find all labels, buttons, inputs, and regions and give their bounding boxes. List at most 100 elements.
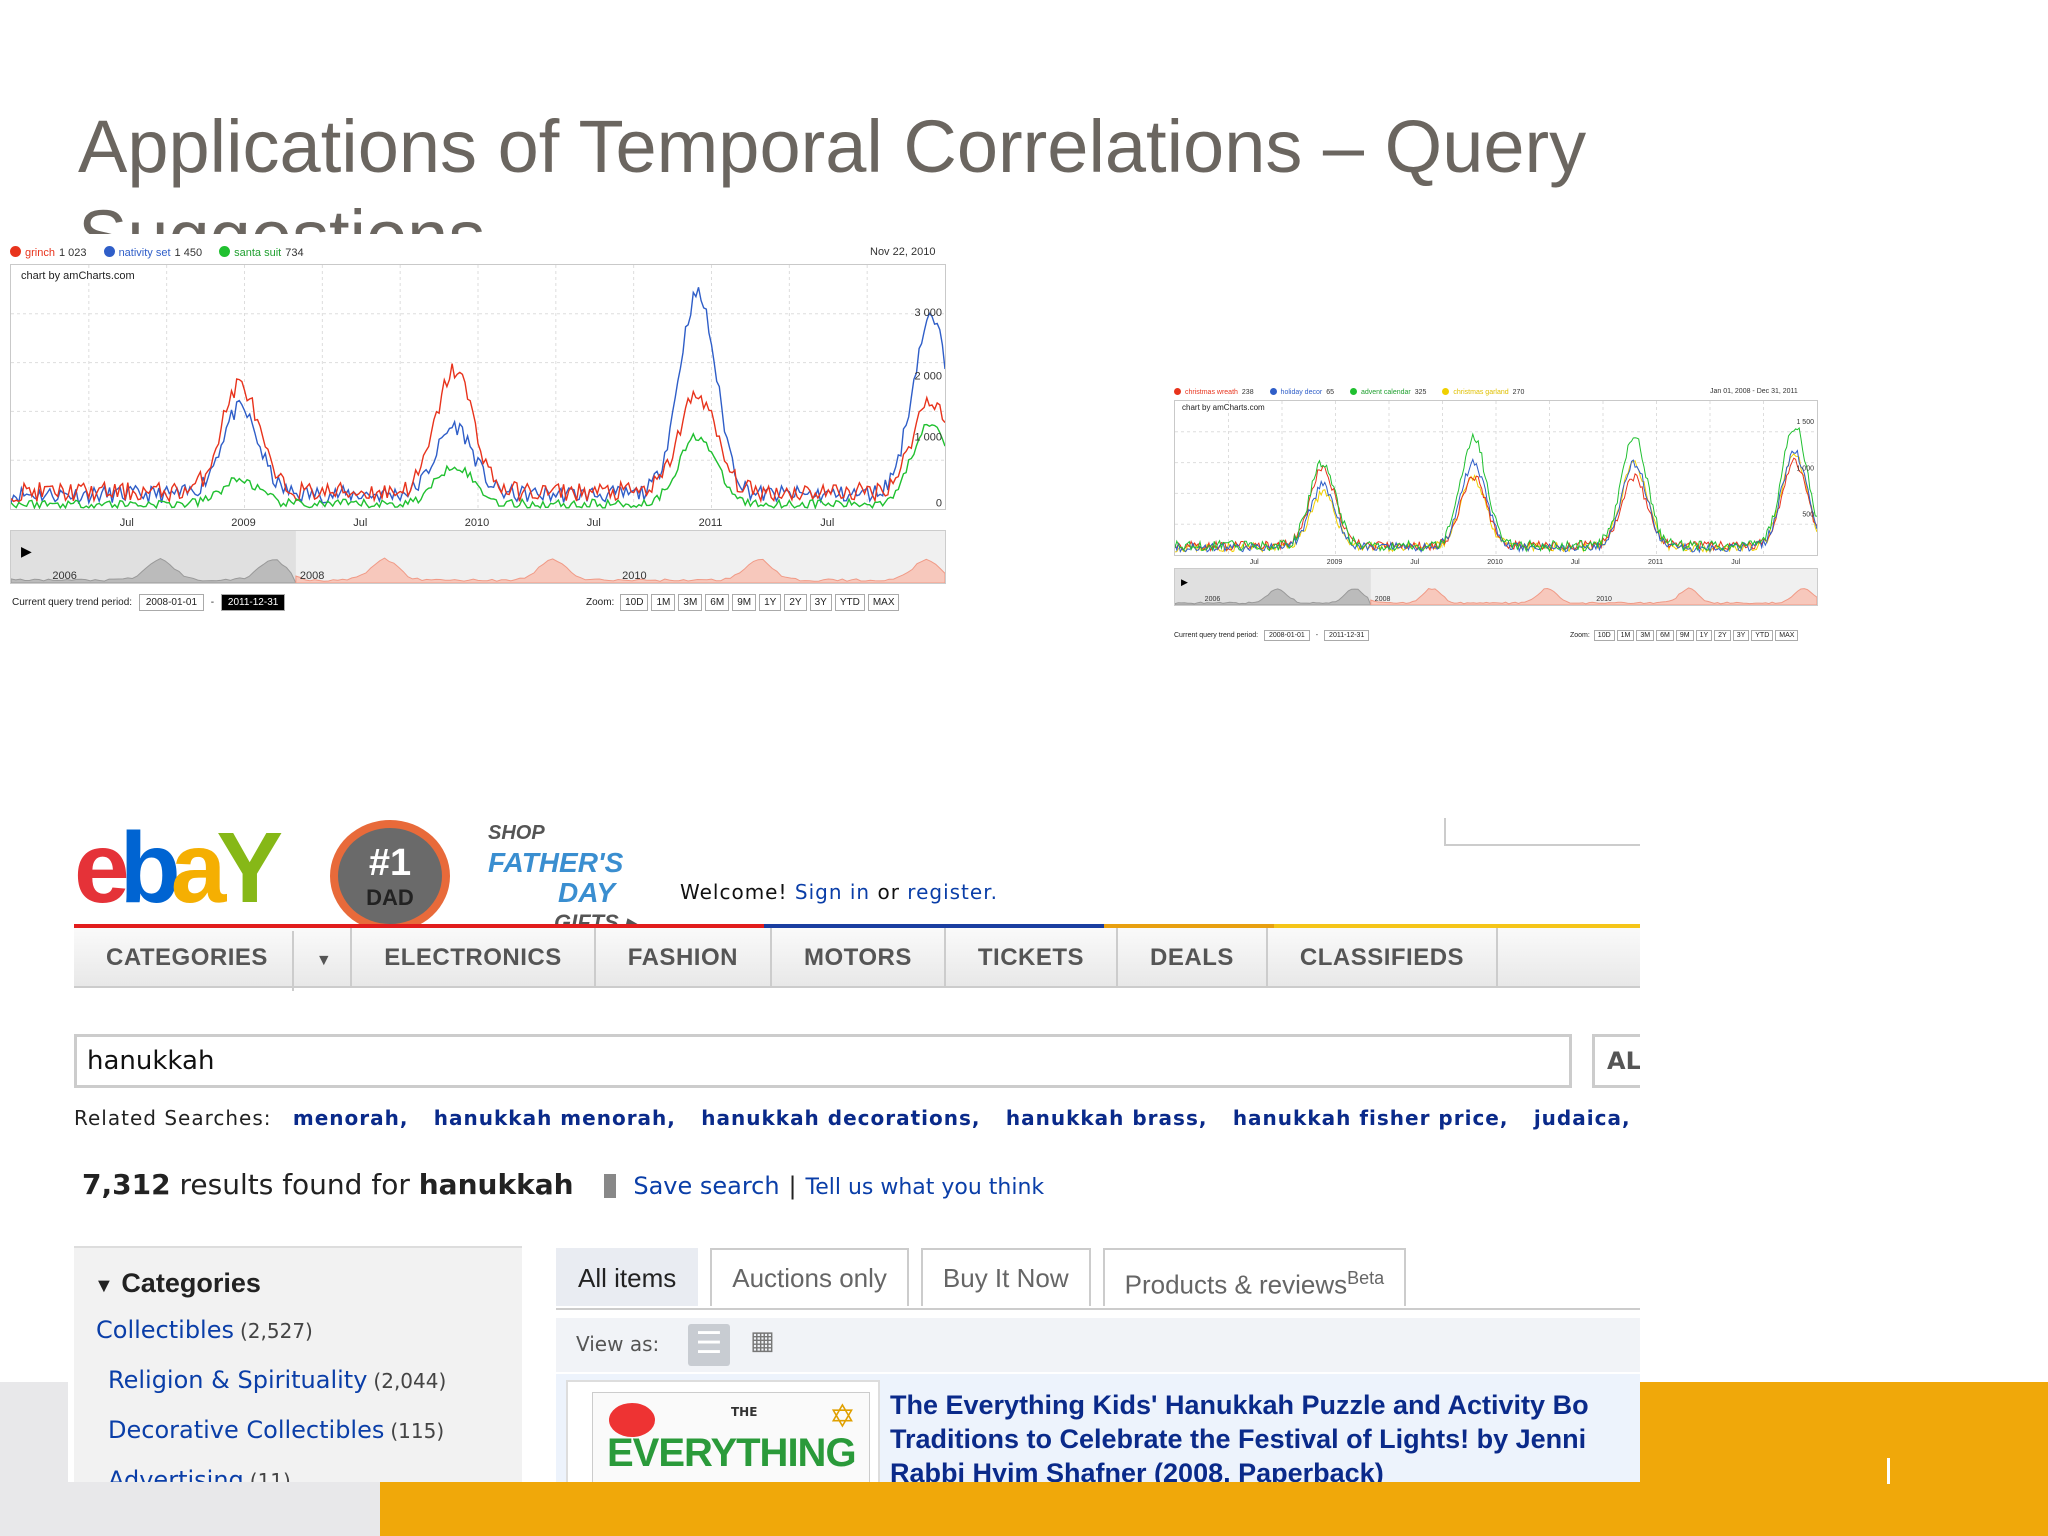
category-decorative[interactable]: Decorative Collectibles (115) — [108, 1416, 444, 1444]
legend-item-nativity-set[interactable]: nativity set 1 450 — [103, 246, 217, 259]
nav-label: CATEGORIES — [106, 944, 268, 971]
result-tabs: All items Auctions only Buy It Now Produ… — [556, 1248, 1640, 1310]
related-link[interactable]: hanukkah fisher price, — [1232, 1106, 1509, 1130]
legend-item-grinch[interactable]: grinch 1 023 — [10, 246, 101, 259]
sign-in-link[interactable]: Sign in — [794, 880, 871, 904]
footer-divider — [1887, 1458, 1890, 1484]
tab-auctions-only[interactable]: Auctions only — [710, 1248, 909, 1306]
play-icon[interactable]: ▶ — [1181, 577, 1188, 587]
chart-plot-area[interactable]: 1 500 1 000 500 chart by amCharts.com — [1174, 400, 1818, 556]
end-date-input[interactable]: 2011-12-31 — [1324, 630, 1370, 641]
zoom-button-6m[interactable]: 6M — [705, 594, 730, 611]
item-title-link[interactable]: The Everything Kids' Hanukkah Puzzle and… — [890, 1388, 1640, 1482]
legend-item-holiday-decor[interactable]: holiday decor 65 — [1269, 388, 1348, 396]
nav-fashion[interactable]: FASHION — [596, 928, 772, 988]
ebay-logo[interactable]: ebaY — [74, 818, 283, 918]
logo-letter-a: a — [170, 818, 227, 924]
chart-x-axis: Jul 2009 Jul 2010 Jul 2011 Jul — [1250, 559, 1741, 566]
results-summary: 7,312 results found for hanukkah Save se… — [82, 1168, 1044, 1201]
categories-heading[interactable]: ▼ Categories — [94, 1268, 261, 1299]
zoom-button-1m[interactable]: 1M — [651, 594, 676, 611]
nav-categories[interactable]: CATEGORIES ▼ — [74, 928, 353, 991]
category-collectibles[interactable]: Collectibles (2,527) — [96, 1316, 313, 1344]
nav-tickets[interactable]: TICKETS — [946, 928, 1119, 988]
nav-classifieds[interactable]: CLASSIFIEDS — [1268, 928, 1499, 988]
item-thumbnail[interactable]: THE ✡ EVERYTHING — [566, 1380, 880, 1482]
category-advertising[interactable]: Advertising (11) — [108, 1466, 291, 1482]
book-cover: THE ✡ EVERYTHING — [592, 1392, 870, 1482]
period-label: Current query trend period: — [12, 597, 133, 608]
list-view-icon[interactable]: ☰ — [688, 1324, 730, 1366]
legend-item-santa-suit[interactable]: santa suit 734 — [219, 246, 317, 259]
related-link[interactable]: hanukkah menorah, — [433, 1106, 676, 1130]
save-search-link[interactable]: Save search — [633, 1172, 780, 1200]
zoom-button-ytd[interactable]: YTD — [834, 594, 865, 611]
zoom-button-10d[interactable]: 10D — [620, 594, 649, 611]
chart-plot-area[interactable]: 3 000 2 000 1 000 0 chart by amCharts.com — [10, 264, 946, 510]
chart-plot-svg: 1 500 1 000 500 — [1175, 401, 1817, 555]
legend-item-christmas-wreath[interactable]: christmas wreath 238 — [1174, 388, 1268, 396]
zoom-button-max[interactable]: MAX — [1775, 630, 1799, 641]
view-as-bar: View as: ☰ ▦ — [556, 1318, 1640, 1372]
category-count: (11) — [249, 1469, 291, 1482]
zoom-button-1y[interactable]: 1Y — [759, 594, 782, 611]
fathers-day-promo[interactable]: SHOP FATHER'S DAY GIFTS ▸ — [488, 818, 636, 938]
related-link[interactable]: hanukkah decorations, — [701, 1106, 981, 1130]
zoom-button-max[interactable]: MAX — [867, 594, 900, 611]
navigator-area-past — [11, 558, 297, 583]
zoom-button-6m[interactable]: 6M — [1656, 630, 1674, 641]
zoom-button-2y[interactable]: 2Y — [784, 594, 807, 611]
welcome-or: or — [877, 880, 900, 904]
zoom-button-3m[interactable]: 3M — [678, 594, 703, 611]
zoom-button-1m[interactable]: 1M — [1616, 630, 1635, 641]
register-link[interactable]: register. — [907, 880, 998, 904]
legend-item-advent-calendar[interactable]: advent calendar 325 — [1349, 388, 1441, 396]
zoom-button-ytd[interactable]: YTD — [1751, 630, 1774, 641]
start-date-input[interactable]: 2008-01-01 — [138, 594, 205, 611]
cover-badge — [609, 1403, 655, 1437]
zoom-button-10d[interactable]: 10D — [1593, 630, 1615, 641]
legend-value: 325 — [1414, 389, 1427, 396]
x-tick-label: 2010 — [465, 517, 489, 529]
period-label: Current query trend period: — [1174, 632, 1259, 639]
nav-deals[interactable]: DEALS — [1118, 928, 1268, 988]
end-date-input[interactable]: 2011-12-31 — [220, 594, 286, 611]
tab-buy-it-now[interactable]: Buy It Now — [920, 1248, 1091, 1306]
legend-item-christmas-garland[interactable]: christmas garland 270 — [1442, 388, 1538, 396]
logo-letter-e: e — [74, 818, 130, 924]
zoom-button-9m[interactable]: 9M — [1675, 630, 1694, 641]
series-line — [1175, 449, 1817, 554]
zoom-button-3y[interactable]: 3Y — [1732, 630, 1750, 641]
tab-products-reviews[interactable]: Products & reviewsBeta — [1102, 1248, 1407, 1306]
result-item[interactable]: THE ✡ EVERYTHING The Everything Kids' Ha… — [556, 1374, 1640, 1482]
collapse-triangle-icon[interactable]: ▼ — [94, 1275, 114, 1297]
tab-all-items[interactable]: All items — [556, 1248, 699, 1306]
nav-motors[interactable]: MOTORS — [772, 928, 946, 988]
series-line — [11, 287, 945, 506]
chevron-down-icon[interactable]: ▼ — [291, 931, 332, 991]
search-input[interactable]: hanukkah — [74, 1034, 1572, 1088]
zoom-button-3y[interactable]: 3Y — [809, 594, 832, 611]
welcome-message: Welcome! Sign in or register. — [680, 880, 998, 904]
fathers-day-badge[interactable]: #1 DAD — [330, 820, 450, 932]
navigator-svg: 2006 2008 2010 — [11, 531, 945, 583]
related-link[interactable]: menorah, — [292, 1106, 409, 1130]
x-tick-label: 2011 — [1648, 559, 1663, 566]
bookmark-icon[interactable] — [604, 1174, 617, 1198]
play-icon[interactable]: ▶ — [21, 543, 32, 559]
category-religion[interactable]: Religion & Spirituality (2,044) — [108, 1366, 446, 1394]
start-date-input[interactable]: 2008-01-01 — [1264, 630, 1310, 641]
category-select-button[interactable]: AL — [1592, 1034, 1640, 1088]
nav-electronics[interactable]: ELECTRONICS — [352, 928, 596, 988]
chart-navigator[interactable]: 2006 2008 2010 ▶ — [1174, 568, 1818, 606]
feedback-link[interactable]: Tell us what you think — [805, 1175, 1045, 1200]
grid-view-icon[interactable]: ▦ — [750, 1326, 775, 1356]
chart-navigator[interactable]: 2006 2008 2010 ▶ — [10, 530, 946, 584]
related-link[interactable]: judaica, — [1533, 1106, 1631, 1130]
zoom-button-2y[interactable]: 2Y — [1714, 630, 1731, 641]
series-line — [1175, 426, 1817, 553]
zoom-button-9m[interactable]: 9M — [732, 594, 757, 611]
related-link[interactable]: hanukkah brass, — [1005, 1106, 1208, 1130]
zoom-button-1y[interactable]: 1Y — [1695, 630, 1713, 641]
zoom-button-3m[interactable]: 3M — [1636, 630, 1655, 641]
